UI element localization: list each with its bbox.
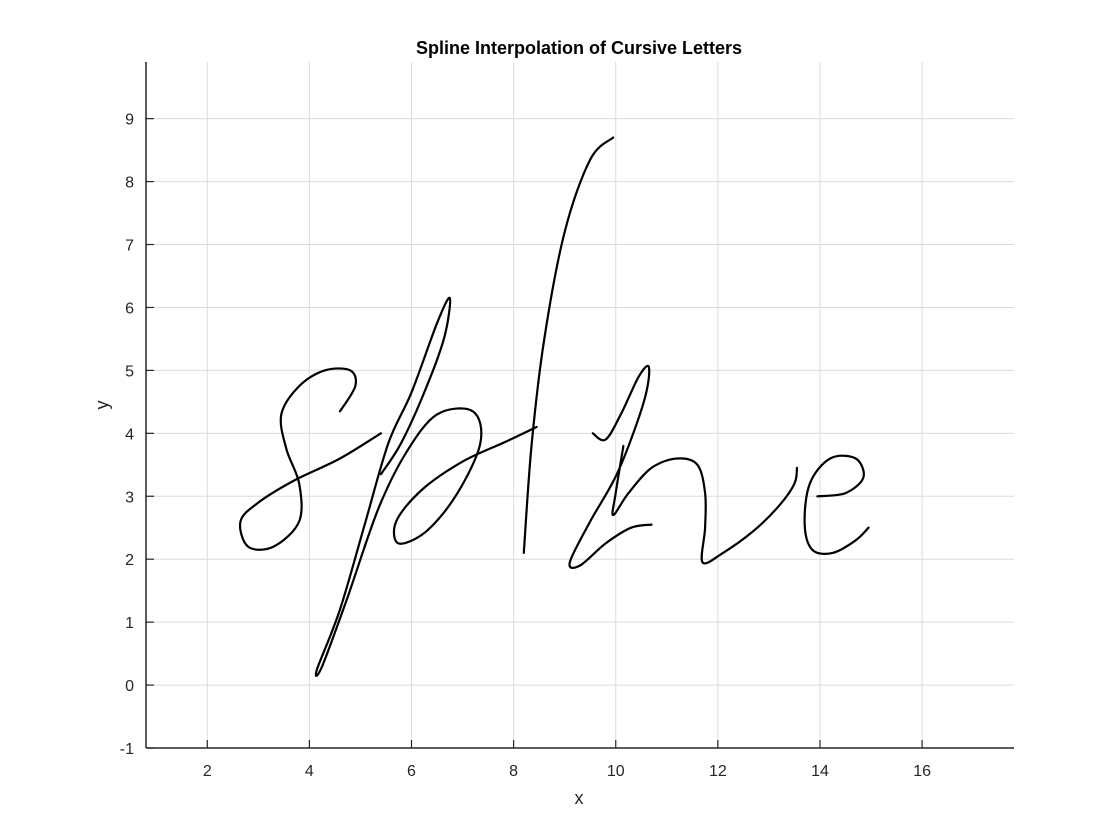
x-tick-label-6: 14 [811,763,829,780]
y-tick-label-2: 1 [125,615,134,632]
spline-stroke-3 [568,364,653,569]
x-tick-label-2: 6 [407,763,416,780]
y-tick-label-0: -1 [120,741,134,758]
y-tick-label-8: 7 [125,238,134,255]
y-tick-label-4: 3 [125,489,134,506]
chart-title: Spline Interpolation of Cursive Letters [416,38,742,58]
x-tick-label-5: 12 [709,763,727,780]
x-axis-label: x [575,788,584,808]
x-tick-label-1: 4 [305,763,314,780]
y-tick-label-6: 5 [125,363,134,380]
y-tick-label-5: 4 [125,426,134,443]
spline-stroke-4 [611,444,799,565]
y-axis-label: y [92,401,112,410]
spline-stroke-1 [314,296,538,677]
axes [145,62,1014,749]
x-tick-label-0: 2 [203,763,212,780]
y-tick-label-1: 0 [125,678,134,695]
spline-stroke-0 [239,367,382,551]
y-tick-label-7: 6 [125,300,134,317]
grid [146,62,1014,749]
x-tick-label-4: 10 [607,763,625,780]
y-tick-label-10: 9 [125,112,134,129]
plot-area [239,136,870,677]
spline-stroke-2 [522,136,615,554]
x-tick-label-7: 16 [913,763,931,780]
y-tick-label-9: 8 [125,175,134,192]
y-tick-label-3: 2 [125,552,134,569]
spline-stroke-5 [803,454,870,555]
x-tick-label-3: 8 [509,763,518,780]
